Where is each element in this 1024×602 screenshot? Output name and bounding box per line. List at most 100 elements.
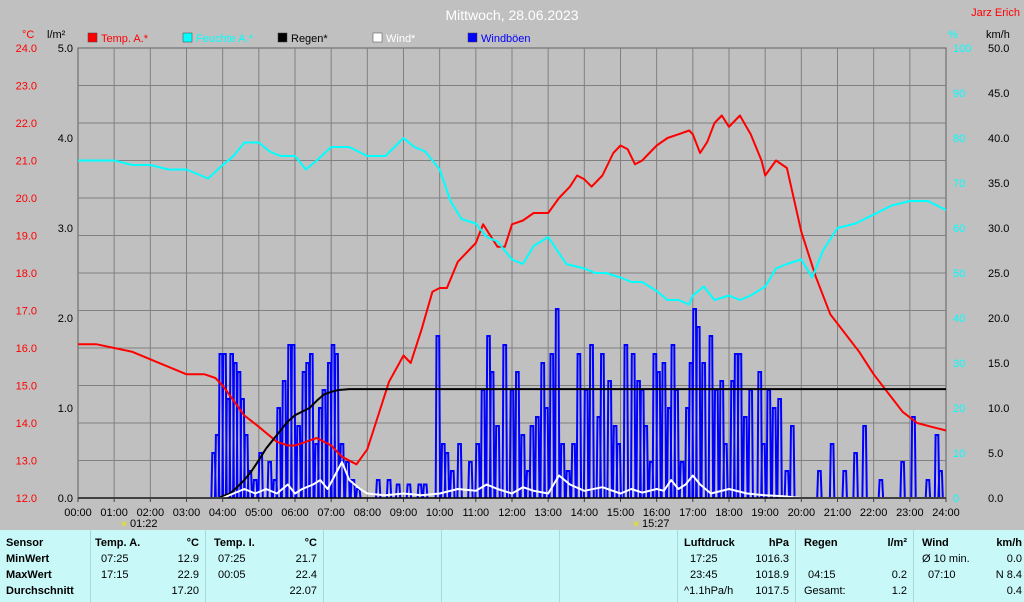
x-tick-label: 19:00 [751, 507, 779, 519]
summary-pressure: Luftdruck hPa 17:25 1016.3 23:45 1018.9 … [677, 530, 795, 602]
temp-tick-label: 14.0 [16, 418, 37, 430]
series-layer [78, 114, 947, 499]
wind-mean-value: 0.4 [1006, 585, 1022, 597]
row-label-avg: Durchschnitt [6, 585, 74, 597]
temp-i-avg: 22.07 [289, 585, 317, 597]
x-tick-label: 14:00 [571, 507, 599, 519]
hum-tick-label: 10 [953, 448, 965, 460]
wind-tick-label: 15.0 [988, 358, 1009, 370]
hum-tick-label: 80 [953, 133, 965, 145]
temp-tick-label: 16.0 [16, 343, 37, 355]
temp-tick-label: 18.0 [16, 268, 37, 280]
temp-tick-label: 15.0 [16, 381, 37, 393]
wind-axis-unit: km/h [986, 29, 1010, 41]
wind-tick-label: 25.0 [988, 268, 1009, 280]
sunrise-marker: ☀ 01:22 [120, 518, 158, 530]
rain-total-label: Gesamt: [804, 585, 846, 597]
summary-empty-2 [441, 530, 559, 602]
wind-header: Wind [922, 537, 949, 549]
legend-swatch [277, 32, 288, 43]
series-wind [78, 461, 946, 499]
hum-tick-label: 0 [953, 493, 959, 505]
summary-empty-1 [323, 530, 441, 602]
temp-tick-label: 19.0 [16, 231, 37, 243]
wind-unit: km/h [996, 537, 1022, 549]
temp-i-max-value: 22.4 [295, 569, 317, 581]
row-label-max: MaxWert [6, 569, 52, 581]
temp-a-max-time: 17:15 [101, 569, 129, 581]
pressure-row1-value: 1016.3 [755, 553, 789, 565]
hum-tick-label: 90 [953, 88, 965, 100]
x-tick-label: 06:00 [281, 507, 309, 519]
weather-chart: 00:00 01:00 02:00 03:00 04:00 05:00 06:00 07:00… [15, 7, 1020, 530]
x-tick-label: 10:00 [426, 507, 454, 519]
temp-a-min-value: 12.9 [177, 553, 199, 565]
temp-tick-label: 24.0 [16, 43, 37, 55]
summary-temp-a: Temp. A. °C 07:25 12.9 17:15 22.9 17.20 [90, 530, 205, 602]
temp-a-unit: °C [186, 537, 199, 549]
rain-tick-label: 4.0 [58, 133, 73, 145]
sunrise-time: 01:22 [130, 518, 158, 530]
wind-tick-label: 50.0 [988, 43, 1009, 55]
x-tick-label: 07:00 [317, 507, 345, 519]
x-tick-label: 02:00 [137, 507, 165, 519]
sun-icon: ☀ [632, 519, 640, 529]
rain-tick-label: 1.0 [58, 403, 73, 415]
summary-wind: Wind km/h Ø 10 min. 0.0 07:10 N 8.4 0.4 [913, 530, 1024, 602]
x-tick-label: 01:00 [100, 507, 128, 519]
wind-tick-label: 20.0 [988, 313, 1009, 325]
x-tick-label: 04:00 [209, 507, 237, 519]
wind-tick-label: 40.0 [988, 133, 1009, 145]
x-tick-label: 17:00 [679, 507, 707, 519]
rain-tick-label: 3.0 [58, 223, 73, 235]
rain-unit: l/m² [887, 537, 907, 549]
hum-tick-label: 40 [953, 313, 965, 325]
temp-tick-label: 22.0 [16, 118, 37, 130]
wind-tick-label: 10.0 [988, 403, 1009, 415]
hum-tick-label: 60 [953, 223, 965, 235]
rain-axis-unit: l/m² [47, 29, 66, 41]
x-tick-label: 23:00 [896, 507, 924, 519]
x-tick-label: 11:00 [462, 507, 489, 519]
legend-label: Temp. A.* [101, 33, 149, 45]
pressure-row1-time: 17:25 [690, 553, 718, 565]
temp-a-header: Temp. A. [95, 537, 141, 549]
temp-tick-label: 13.0 [16, 456, 37, 468]
series-feuchte-a [78, 137, 947, 306]
summary-rain: Regen l/m² 04:15 0.2 Gesamt: 1.2 [795, 530, 913, 602]
x-tick-label: 20:00 [788, 507, 816, 519]
x-tick-label: 22:00 [860, 507, 888, 519]
legend-swatch [87, 32, 98, 43]
wind-tick-label: 0.0 [988, 493, 1003, 505]
rain-tick-label: 0.0 [58, 493, 73, 505]
sunset-time: 15:27 [642, 518, 670, 530]
pressure-unit: hPa [768, 537, 789, 549]
wind-max-time: 07:10 [928, 569, 956, 581]
wind-tick-label: 5.0 [988, 448, 1003, 460]
legend-swatch [372, 32, 383, 43]
x-tick-label: 08:00 [354, 507, 382, 519]
sensor-header: Sensor [6, 537, 44, 549]
temp-a-min-time: 07:25 [101, 553, 129, 565]
x-tick-label: 03:00 [173, 507, 201, 519]
x-tick-label: 00:00 [64, 507, 92, 519]
rain-max-time: 04:15 [808, 569, 836, 581]
pressure-trend: ^1.1hPa/h [684, 585, 734, 597]
temp-i-min-time: 07:25 [218, 553, 246, 565]
wind-tick-label: 35.0 [988, 178, 1009, 190]
temp-i-max-time: 00:05 [218, 569, 246, 581]
sunset-marker: ☀ 15:27 [632, 518, 670, 530]
x-tick-label: 09:00 [390, 507, 418, 519]
temp-a-max-value: 22.9 [177, 569, 199, 581]
rain-tick-label: 5.0 [58, 43, 73, 55]
pressure-avg: 1017.5 [755, 585, 789, 597]
rain-total-value: 1.2 [891, 585, 907, 597]
x-tick-label: 12:00 [498, 507, 526, 519]
temp-tick-label: 20.0 [16, 193, 37, 205]
chart-title: Mittwoch, 28.06.2023 [445, 7, 578, 23]
x-tick-label: 21:00 [824, 507, 852, 519]
summary-temp-i: Temp. I. °C 07:25 21.7 00:05 22.4 22.07 [205, 530, 323, 602]
temp-i-min-value: 21.7 [295, 553, 317, 565]
x-tick-label: 18:00 [715, 507, 743, 519]
rain-max-value: 0.2 [891, 569, 907, 581]
